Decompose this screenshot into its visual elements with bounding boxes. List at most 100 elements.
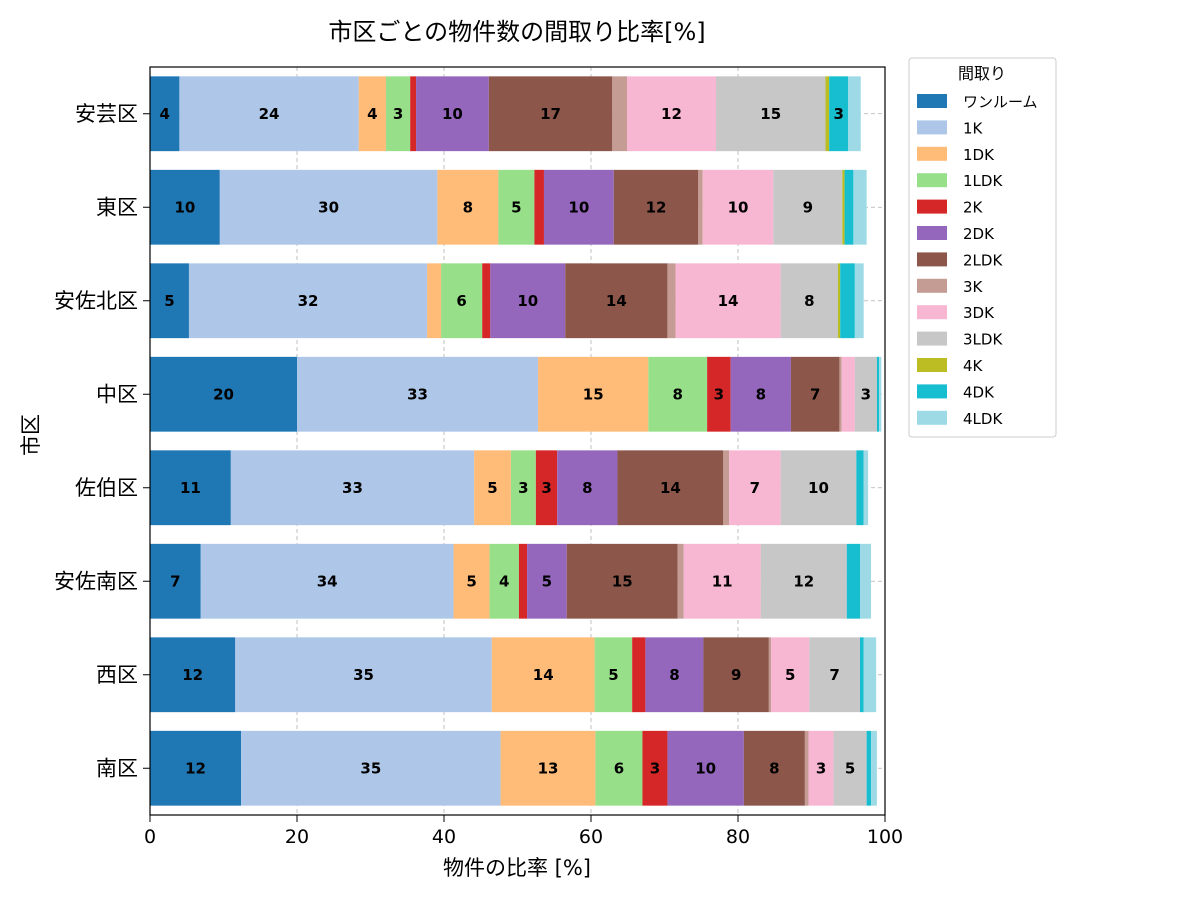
bar-segment-1-12 — [853, 169, 867, 245]
category-label-4: 佐伯区 — [75, 476, 138, 500]
legend: 間取り ワンルーム 1K 1DK 1LDK 2K 2DK 2LDK 3K 3DK 3LDK 4K 4D… — [908, 57, 1057, 438]
bar-segment-0-7 — [612, 76, 628, 152]
legend-swatch-3 — [917, 173, 947, 188]
data-label-7-6: 8 — [769, 759, 779, 777]
bar-segment-4-3 — [510, 450, 536, 526]
data-label-4-1: 33 — [342, 479, 363, 497]
bar-segment-4-9 — [780, 450, 857, 526]
legend-swatch-10 — [917, 358, 947, 372]
bar-segment-0-12 — [848, 76, 861, 152]
data-label-6-9: 7 — [829, 666, 839, 684]
legend-entry-9: 3LDK — [963, 331, 1003, 349]
bar-segment-4-0 — [150, 450, 231, 526]
legend-swatch-11 — [917, 384, 947, 399]
bar-segment-1-9 — [773, 169, 843, 245]
bar-segment-7-7 — [804, 730, 809, 806]
data-label-1-9: 9 — [803, 198, 813, 216]
data-label-5-1: 34 — [317, 572, 338, 590]
legend-swatch-9 — [917, 331, 947, 346]
legend-swatch-7 — [917, 278, 947, 293]
data-label-1-0: 10 — [174, 198, 195, 216]
bar-segment-2-10 — [837, 263, 841, 339]
category-label-6: 西区 — [96, 663, 138, 687]
data-label-5-0: 7 — [170, 572, 180, 590]
data-label-6-8: 5 — [785, 666, 795, 684]
data-label-5-9: 12 — [793, 572, 814, 590]
x-tick-label-0: 0 — [144, 826, 156, 848]
bar-segment-4-6 — [617, 450, 724, 526]
category-label-3: 中区 — [96, 382, 138, 406]
bar-segment-7-11 — [866, 730, 872, 806]
data-label-1-8: 10 — [728, 198, 749, 216]
data-label-3-1: 33 — [407, 385, 428, 403]
bar-segment-0-10 — [825, 76, 830, 152]
bar-segment-5-12 — [860, 543, 872, 619]
bar-segment-0-9 — [715, 76, 826, 152]
bar-segment-7-2 — [500, 730, 596, 806]
data-label-4-3: 3 — [518, 479, 528, 497]
bar-segment-5-9 — [760, 543, 847, 619]
bar-segment-6-5 — [645, 637, 704, 713]
data-label-5-2: 5 — [466, 572, 476, 590]
legend-entry-6: 2LDK — [963, 251, 1003, 269]
data-label-1-5: 10 — [568, 198, 589, 216]
legend-entry-4: 2K — [963, 199, 984, 217]
bar-segment-3-12 — [879, 356, 882, 432]
data-label-2-6: 14 — [606, 292, 627, 310]
data-label-0-8: 12 — [661, 105, 682, 123]
bars-layer: 4 24 4 3 10 17 12 15 310 30 8 5 10 12 10 95 32 6 10 14 14 820… — [150, 76, 882, 806]
data-label-2-9: 8 — [804, 292, 814, 310]
bar-segment-2-12 — [854, 263, 864, 339]
data-label-0-1: 24 — [259, 105, 280, 123]
bar-segment-1-11 — [844, 169, 854, 245]
bar-segment-5-2 — [453, 543, 490, 619]
bar-segment-6-1 — [235, 637, 492, 713]
bar-segment-3-11 — [876, 356, 880, 432]
bar-segment-5-11 — [846, 543, 861, 619]
x-tick-label-5: 100 — [867, 826, 903, 848]
data-label-4-4: 3 — [541, 479, 551, 497]
bar-segment-2-4 — [482, 263, 491, 339]
data-label-4-0: 11 — [180, 479, 201, 497]
legend-entry-1: 1K — [963, 119, 984, 137]
bar-segment-7-1 — [241, 730, 501, 806]
bar-segment-1-4 — [534, 169, 544, 245]
bar-segment-7-4 — [642, 730, 668, 806]
bar-segment-0-11 — [829, 76, 849, 152]
data-label-7-2: 13 — [538, 759, 559, 777]
data-label-7-8: 3 — [816, 759, 826, 777]
data-label-5-5: 5 — [542, 572, 552, 590]
bar-segment-6-6 — [703, 637, 769, 713]
bar-segment-5-1 — [200, 543, 454, 619]
data-label-7-4: 3 — [650, 759, 660, 777]
category-label-7: 南区 — [96, 756, 138, 780]
data-label-3-9: 3 — [861, 385, 871, 403]
data-label-4-8: 7 — [750, 479, 760, 497]
bar-segment-2-9 — [780, 263, 838, 339]
bar-segment-3-6 — [790, 356, 840, 432]
bar-segment-2-2 — [427, 263, 442, 339]
legend-swatch-2 — [917, 146, 947, 161]
data-label-6-5: 8 — [669, 666, 679, 684]
legend-entry-0: ワンルーム — [963, 93, 1038, 111]
bar-segment-0-3 — [385, 76, 411, 152]
bar-segment-5-0 — [150, 543, 201, 619]
bar-segment-1-8 — [702, 169, 774, 245]
bar-segment-6-0 — [150, 637, 236, 713]
bar-segment-3-8 — [841, 356, 855, 432]
bar-segment-5-7 — [677, 543, 684, 619]
x-tick-label-4: 80 — [726, 826, 750, 848]
bar-segment-0-8 — [627, 76, 716, 152]
bar-segment-0-5 — [416, 76, 489, 152]
legend-swatch-5 — [917, 226, 947, 240]
legend-title: 間取り — [958, 64, 1006, 83]
x-tick-label-3: 60 — [579, 826, 603, 848]
bar-segment-6-12 — [863, 637, 877, 713]
bar-segment-1-7 — [698, 169, 703, 245]
bar-segment-7-9 — [833, 730, 867, 806]
bar-segment-4-11 — [856, 450, 864, 526]
data-label-4-5: 8 — [582, 479, 592, 497]
bar-segment-6-9 — [809, 637, 861, 713]
data-label-3-5: 8 — [756, 385, 766, 403]
legend-swatch-6 — [917, 252, 947, 267]
